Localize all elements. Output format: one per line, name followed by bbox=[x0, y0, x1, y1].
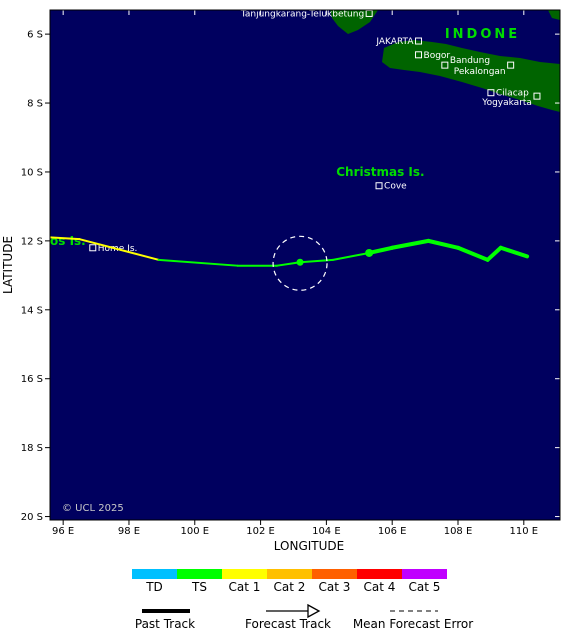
region-label: INDONE bbox=[445, 27, 520, 42]
place-label: Cove bbox=[384, 182, 407, 192]
legend-swatch bbox=[177, 569, 222, 579]
lon-tick-label: 106 E bbox=[378, 526, 407, 537]
lat-tick-label: 10 S bbox=[21, 167, 43, 178]
y-axis-title: LATITUDE bbox=[1, 236, 15, 294]
lon-tick-label: 110 E bbox=[510, 526, 539, 537]
legend-swatch bbox=[312, 569, 357, 579]
x-axis-title: LONGITUDE bbox=[274, 539, 344, 553]
lat-tick-label: 6 S bbox=[27, 30, 43, 41]
lat-tick-label: 20 S bbox=[21, 512, 43, 523]
lat-tick-label: 8 S bbox=[27, 99, 43, 110]
legend-swatch bbox=[402, 569, 447, 579]
lat-tick-label: 18 S bbox=[21, 443, 43, 454]
legend-category-label: Cat 4 bbox=[364, 580, 396, 594]
region-label: Christmas Is. bbox=[336, 165, 424, 179]
place-label: Tanjungkarang-Telukbetung bbox=[240, 9, 364, 19]
legend-swatch bbox=[357, 569, 402, 579]
legend-category-label: TD bbox=[145, 580, 163, 594]
lat-tick-label: 16 S bbox=[21, 374, 43, 385]
lon-tick-label: 96 E bbox=[52, 526, 74, 537]
place-label: Pekalongan bbox=[454, 67, 506, 77]
lat-tick-label: 14 S bbox=[21, 305, 43, 316]
lat-tick-label: 12 S bbox=[21, 236, 43, 247]
track-point bbox=[297, 259, 304, 266]
forecast-arrow-icon bbox=[308, 605, 319, 617]
lon-tick-label: 100 E bbox=[180, 526, 209, 537]
forecast-track-label: Forecast Track bbox=[245, 617, 331, 631]
legend-category-label: Cat 1 bbox=[229, 580, 261, 594]
place-label: Bandung bbox=[450, 56, 490, 66]
place-label: JAKARTA bbox=[375, 37, 414, 47]
legend-swatch bbox=[267, 569, 312, 579]
place-label: Yogyakarta bbox=[481, 98, 532, 108]
mean-error-label: Mean Forecast Error bbox=[353, 617, 473, 631]
past-track-label: Past Track bbox=[135, 617, 195, 631]
past-track-legend: Past Track bbox=[135, 611, 195, 631]
legend-swatch bbox=[132, 569, 177, 579]
forecast-track-legend: Forecast Track bbox=[245, 605, 331, 631]
copyright-label: © UCL 2025 bbox=[62, 503, 124, 514]
lon-tick-label: 104 E bbox=[312, 526, 341, 537]
legend-category-label: Cat 5 bbox=[409, 580, 441, 594]
legend-category-label: Cat 2 bbox=[274, 580, 306, 594]
intensity-legend: TD TS Cat 1 Cat 2 Cat 3 Cat 4 Cat 5 bbox=[132, 569, 447, 594]
legend-category-label: TS bbox=[191, 580, 207, 594]
region-label: os Is. bbox=[50, 234, 86, 248]
track-point bbox=[365, 249, 373, 257]
lon-tick-label: 108 E bbox=[444, 526, 473, 537]
lon-tick-label: 102 E bbox=[246, 526, 275, 537]
legend-swatch bbox=[222, 569, 267, 579]
lon-tick-label: 98 E bbox=[118, 526, 140, 537]
mean-error-legend: Mean Forecast Error bbox=[353, 611, 473, 631]
legend-category-label: Cat 3 bbox=[319, 580, 351, 594]
place-label: Bogor bbox=[424, 51, 451, 61]
